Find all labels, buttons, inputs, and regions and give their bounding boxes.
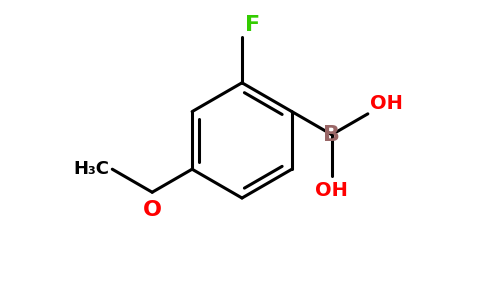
Text: OH: OH xyxy=(370,94,403,112)
Text: O: O xyxy=(143,200,162,220)
Text: B: B xyxy=(323,124,340,145)
Text: F: F xyxy=(244,15,260,35)
Text: H₃C: H₃C xyxy=(73,160,109,178)
Text: OH: OH xyxy=(316,182,348,200)
